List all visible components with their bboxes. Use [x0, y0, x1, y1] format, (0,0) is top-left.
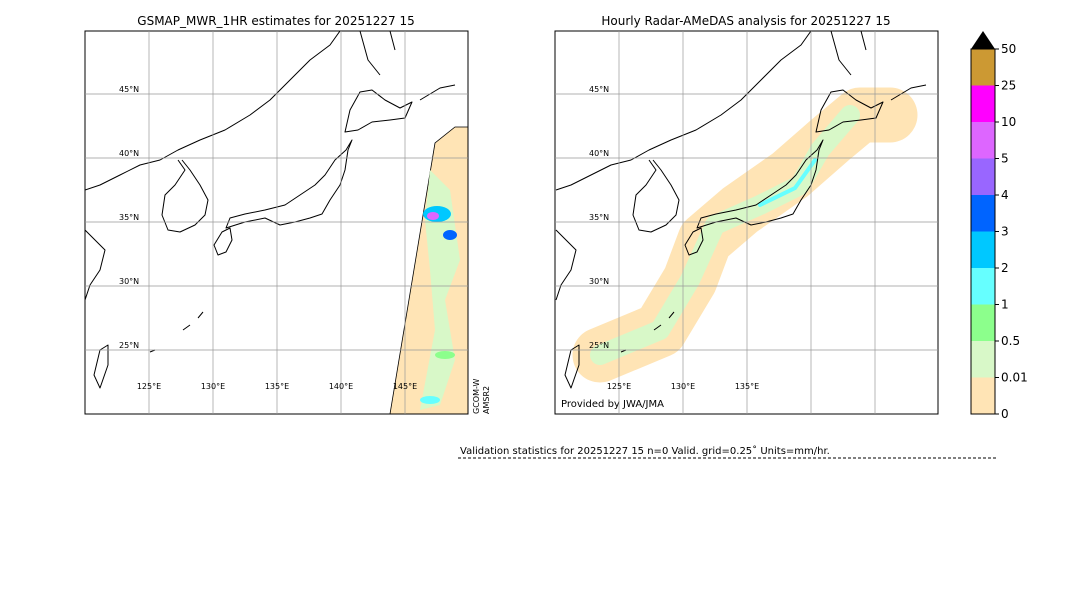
colorbar-label: 50 — [1001, 42, 1016, 56]
lat-label: 35°N — [589, 213, 609, 222]
validation-text: Validation statistics for 20251227 15 n=… — [460, 445, 830, 457]
satellite-label: AMSR2 — [482, 386, 491, 414]
colorbar-label: 0.5 — [1001, 334, 1020, 348]
colorbar-segment — [971, 49, 995, 86]
lon-label: 135°E — [265, 382, 289, 391]
lat-label: 35°N — [119, 213, 139, 222]
colorbar-segment — [971, 268, 995, 305]
colorbar-segment — [971, 304, 995, 341]
left-title: GSMAP_MWR_1HR estimates for 20251227 15 — [137, 14, 414, 28]
colorbar-label: 2 — [1001, 261, 1009, 275]
colorbar-segment — [971, 158, 995, 195]
lon-label: 145°E — [393, 382, 417, 391]
satellite-label: GCOM-W — [472, 378, 481, 414]
lon-label: 135°E — [735, 382, 759, 391]
colorbar-segment — [971, 122, 995, 159]
colorbar-label: 1 — [1001, 298, 1009, 312]
rain-cell — [758, 158, 817, 207]
radar-coverage — [572, 87, 918, 383]
colorbar-extend — [971, 31, 995, 49]
rain-area — [590, 105, 860, 365]
lat-label: 40°N — [589, 149, 609, 158]
credit: Provided by JWA/JMA — [561, 399, 664, 410]
lat-label: 40°N — [119, 149, 139, 158]
colorbar-label: 0.01 — [1001, 371, 1028, 385]
colorbar-label: 5 — [1001, 152, 1009, 166]
colorbar-label: 3 — [1001, 225, 1009, 239]
lat-label: 30°N — [589, 277, 609, 286]
colorbar-label: 4 — [1001, 188, 1009, 202]
right-map — [555, 31, 927, 389]
lon-label: 130°E — [201, 382, 225, 391]
colorbar-label: 10 — [1001, 115, 1016, 129]
colorbar-label: 25 — [1001, 79, 1016, 93]
right-frame — [554, 30, 939, 415]
right-title: Hourly Radar-AMeDAS analysis for 2025122… — [601, 14, 890, 28]
colorbar-segment — [971, 195, 995, 232]
rain-cell — [435, 351, 455, 359]
colorbar-label: 0 — [1001, 407, 1009, 421]
lat-label: 45°N — [589, 85, 609, 94]
lon-label: 130°E — [671, 382, 695, 391]
rain-cell — [443, 230, 457, 240]
colorbar-segment — [971, 85, 995, 122]
lon-label: 140°E — [329, 382, 353, 391]
colorbar-segment — [971, 231, 995, 268]
lon-label: 125°E — [137, 382, 161, 391]
lat-label: 30°N — [119, 277, 139, 286]
colorbar-segment — [971, 377, 995, 414]
left-frame — [84, 30, 469, 415]
lat-label: 25°N — [119, 341, 139, 350]
lat-label: 25°N — [589, 341, 609, 350]
lon-label: 125°E — [607, 382, 631, 391]
colorbar-segment — [971, 341, 995, 378]
rain-cell — [420, 396, 440, 404]
rain-cell — [427, 212, 439, 220]
lat-label: 45°N — [119, 85, 139, 94]
left-map — [85, 31, 468, 414]
